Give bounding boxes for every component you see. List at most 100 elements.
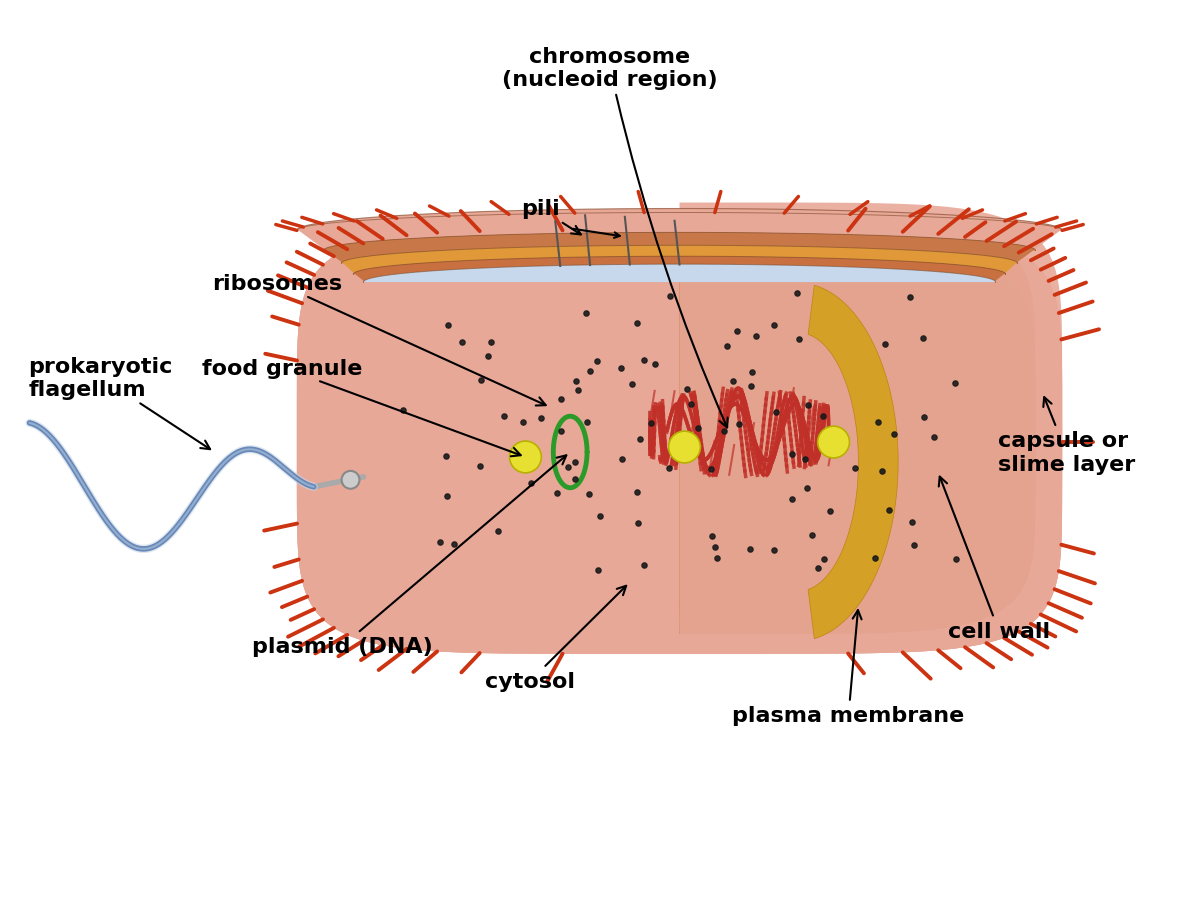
Polygon shape — [679, 247, 1006, 611]
Point — [514, 416, 533, 430]
Point — [869, 415, 888, 429]
Text: cell wall: cell wall — [938, 477, 1050, 641]
Point — [438, 318, 457, 333]
Polygon shape — [296, 213, 1062, 231]
Polygon shape — [679, 236, 1018, 621]
Point — [577, 415, 596, 429]
Polygon shape — [354, 257, 1006, 281]
Point — [797, 482, 816, 496]
Point — [724, 375, 743, 390]
Point — [796, 453, 815, 467]
Point — [746, 329, 766, 344]
Polygon shape — [354, 275, 679, 611]
Polygon shape — [354, 275, 1006, 611]
Point — [924, 430, 943, 445]
Point — [880, 502, 899, 517]
Point — [551, 425, 570, 439]
Point — [702, 529, 721, 544]
Point — [488, 524, 508, 538]
Point — [701, 463, 720, 477]
Point — [846, 461, 865, 475]
Point — [872, 464, 892, 478]
Point — [884, 428, 904, 442]
Point — [431, 535, 450, 549]
Point — [740, 542, 760, 557]
Polygon shape — [296, 231, 1062, 654]
Point — [642, 417, 661, 431]
Text: ribosomes: ribosomes — [212, 273, 546, 406]
Point — [902, 515, 922, 529]
Point — [764, 318, 784, 332]
Point — [552, 392, 571, 407]
Point — [764, 543, 784, 557]
Point — [814, 552, 833, 566]
Polygon shape — [342, 264, 1018, 621]
Point — [481, 335, 500, 349]
Polygon shape — [342, 246, 1016, 274]
Polygon shape — [364, 282, 996, 603]
Point — [522, 475, 541, 490]
Point — [472, 373, 491, 388]
Point — [767, 406, 786, 420]
Point — [821, 505, 840, 520]
Polygon shape — [324, 251, 1036, 634]
Circle shape — [817, 427, 850, 458]
Point — [479, 349, 498, 364]
Polygon shape — [679, 203, 1062, 654]
Point — [782, 447, 802, 462]
Point — [565, 456, 584, 470]
Polygon shape — [808, 286, 898, 639]
Point — [900, 290, 919, 305]
Polygon shape — [342, 246, 1018, 264]
Point — [798, 398, 817, 412]
Polygon shape — [324, 251, 1036, 634]
Point — [708, 551, 727, 566]
Point — [547, 486, 566, 501]
Point — [742, 380, 761, 394]
Polygon shape — [324, 233, 1036, 251]
Polygon shape — [364, 265, 996, 282]
Polygon shape — [298, 213, 1062, 250]
Polygon shape — [354, 257, 1006, 275]
Point — [588, 563, 607, 577]
Point — [802, 529, 821, 543]
Point — [628, 484, 647, 499]
Point — [946, 377, 965, 391]
Point — [635, 354, 654, 368]
Polygon shape — [296, 231, 1062, 654]
Point — [787, 287, 806, 301]
Point — [437, 449, 456, 464]
Point — [437, 489, 456, 503]
Point — [743, 365, 762, 380]
Point — [706, 540, 725, 555]
Point — [782, 492, 802, 507]
Point — [914, 410, 934, 425]
Circle shape — [668, 432, 701, 464]
Polygon shape — [364, 266, 996, 282]
Point — [790, 332, 809, 346]
Point — [630, 432, 649, 446]
Polygon shape — [364, 282, 996, 603]
Polygon shape — [679, 223, 1036, 634]
Point — [532, 411, 551, 426]
Point — [565, 473, 584, 487]
Text: capsule or
slime layer: capsule or slime layer — [997, 398, 1135, 474]
Point — [659, 462, 678, 476]
Point — [635, 558, 654, 573]
Point — [913, 331, 932, 345]
Point — [905, 538, 924, 552]
Text: plasma membrane: plasma membrane — [732, 611, 965, 725]
Point — [566, 374, 586, 389]
Polygon shape — [364, 265, 996, 282]
Point — [590, 509, 610, 523]
Polygon shape — [324, 233, 1034, 263]
Circle shape — [510, 442, 541, 474]
Point — [452, 336, 472, 350]
Point — [814, 409, 833, 423]
Polygon shape — [342, 245, 1018, 264]
Point — [629, 516, 648, 530]
Polygon shape — [324, 231, 1036, 251]
Polygon shape — [679, 255, 996, 603]
Polygon shape — [342, 264, 1018, 621]
Point — [558, 460, 577, 474]
